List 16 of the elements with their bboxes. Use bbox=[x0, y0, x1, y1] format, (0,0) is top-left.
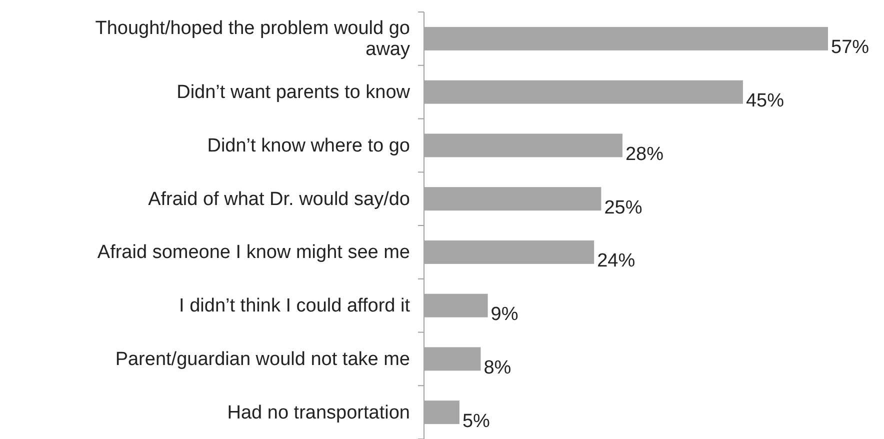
data-label: 5% bbox=[462, 410, 490, 432]
y-tick-label: Afraid someone I know might see me bbox=[97, 242, 410, 263]
y-tick-label: Parent/guardian would not take me bbox=[115, 348, 410, 370]
data-label: 25% bbox=[604, 197, 642, 218]
data-label: 57% bbox=[831, 37, 870, 58]
data-label: 24% bbox=[597, 250, 636, 272]
y-tick-label: I didn’t think I could afford it bbox=[179, 295, 411, 316]
y-tick-label: Didn’t want parents to know bbox=[176, 82, 410, 103]
y-tick-label: Afraid of what Dr. would say/do bbox=[148, 188, 410, 210]
data-label: 45% bbox=[746, 90, 784, 112]
y-tick-label: Didn’t know where to go bbox=[207, 134, 410, 156]
data-label: 8% bbox=[484, 357, 512, 378]
data-label: 28% bbox=[625, 144, 664, 165]
y-tick-label: Thought/hoped the problem would go away bbox=[95, 18, 410, 60]
data-label: 9% bbox=[490, 304, 518, 326]
y-tick-label: Had no transportation bbox=[227, 402, 410, 423]
